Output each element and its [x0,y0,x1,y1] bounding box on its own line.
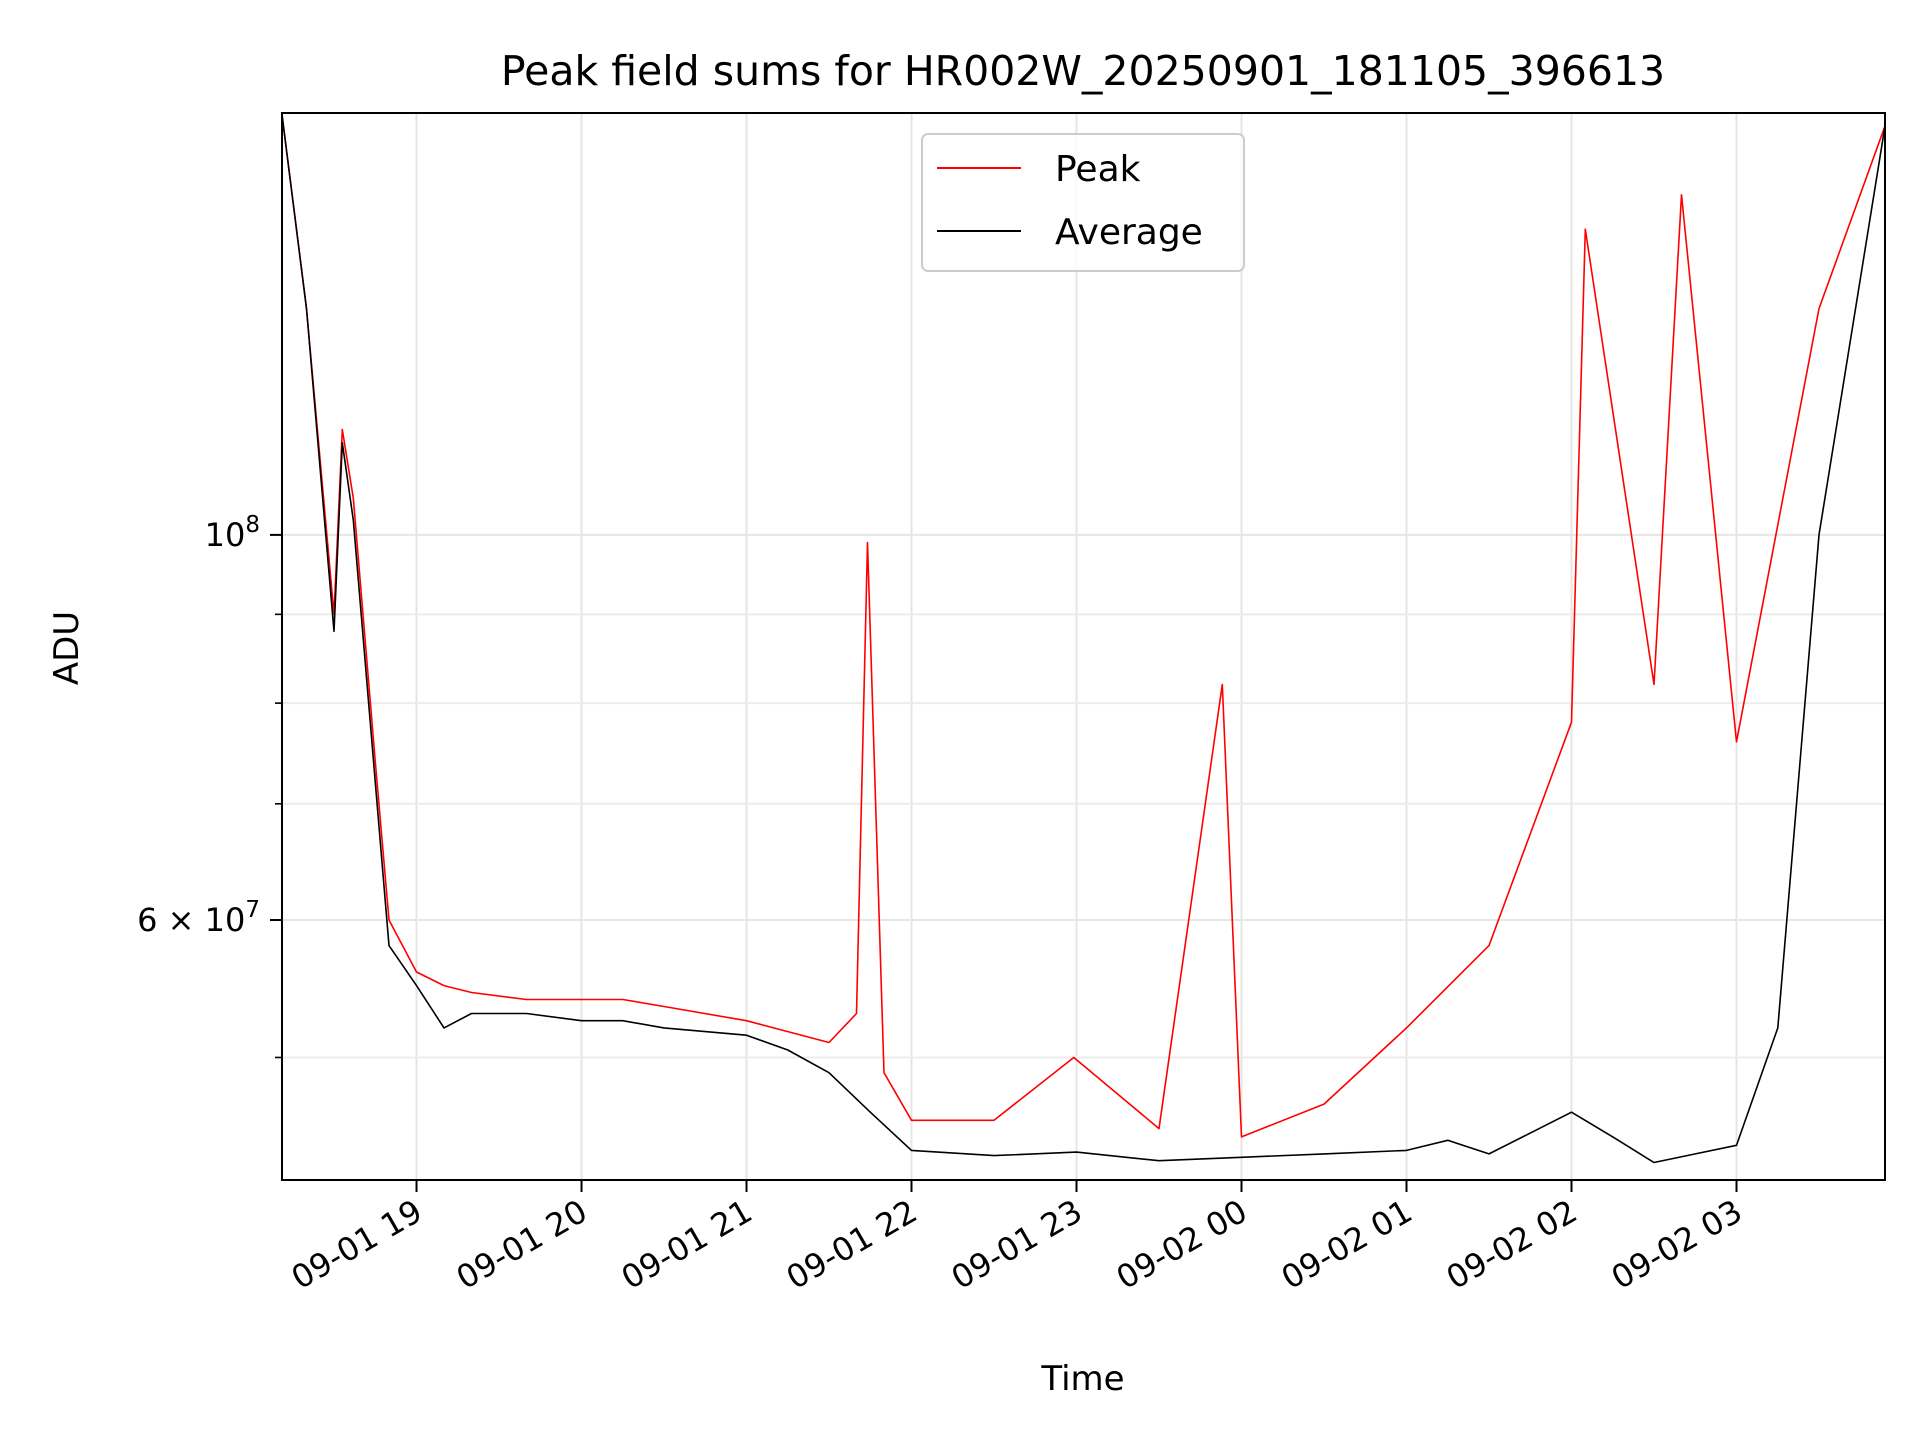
y-axis-label: ADU [47,611,87,685]
legend-label-peak: Peak [1055,149,1141,190]
legend-label-average: Average [1055,212,1203,253]
legend: Peak Average [921,133,1245,272]
y-tick-label: 108 [205,512,260,554]
grid [282,113,1885,1180]
series-layer [281,112,1886,1164]
plot-frame [281,112,1886,1181]
chart-title: Peak field sums for HR002W_20250901_1811… [501,47,1665,95]
average-series-line [281,112,1886,1164]
y-tick-label: 6 × 107 [137,897,260,939]
x-axis-label: Time [1040,1359,1124,1399]
peak-series-line [281,112,1886,1138]
